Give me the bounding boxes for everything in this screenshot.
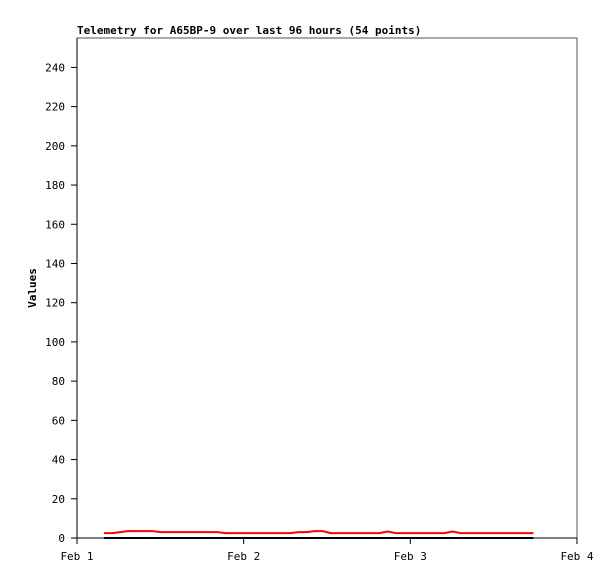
y-tick-label: 20 [52,493,65,506]
y-tick-label: 120 [45,297,65,310]
x-tick-label: Feb 3 [394,550,427,563]
plot-frame [76,37,578,539]
y-tick-label: 100 [45,336,65,349]
y-tick-label: 180 [45,179,65,192]
y-tick-label: 200 [45,140,65,153]
y-tick-label: 0 [58,532,65,545]
y-axis-label: Values [26,268,39,308]
y-tick-label: 80 [52,375,65,388]
y-tick-label: 160 [45,218,65,231]
x-tick-label: Feb 4 [560,550,593,563]
y-tick-label: 60 [52,414,65,427]
y-tick-label: 220 [45,101,65,114]
y-tick-label: 40 [52,454,65,467]
y-tick-label: 240 [45,61,65,74]
chart-title: Telemetry for A65BP-9 over last 96 hours… [77,24,421,37]
x-tick-label: Feb 2 [227,550,260,563]
series-group [104,530,534,539]
series-line [104,530,534,535]
x-tick-label: Feb 1 [60,550,93,563]
y-tick-label: 140 [45,257,65,270]
axes: 0 20 40 60 80 100 120 140 160 180 200 220 240 Feb 1 Fe… [45,37,594,563]
